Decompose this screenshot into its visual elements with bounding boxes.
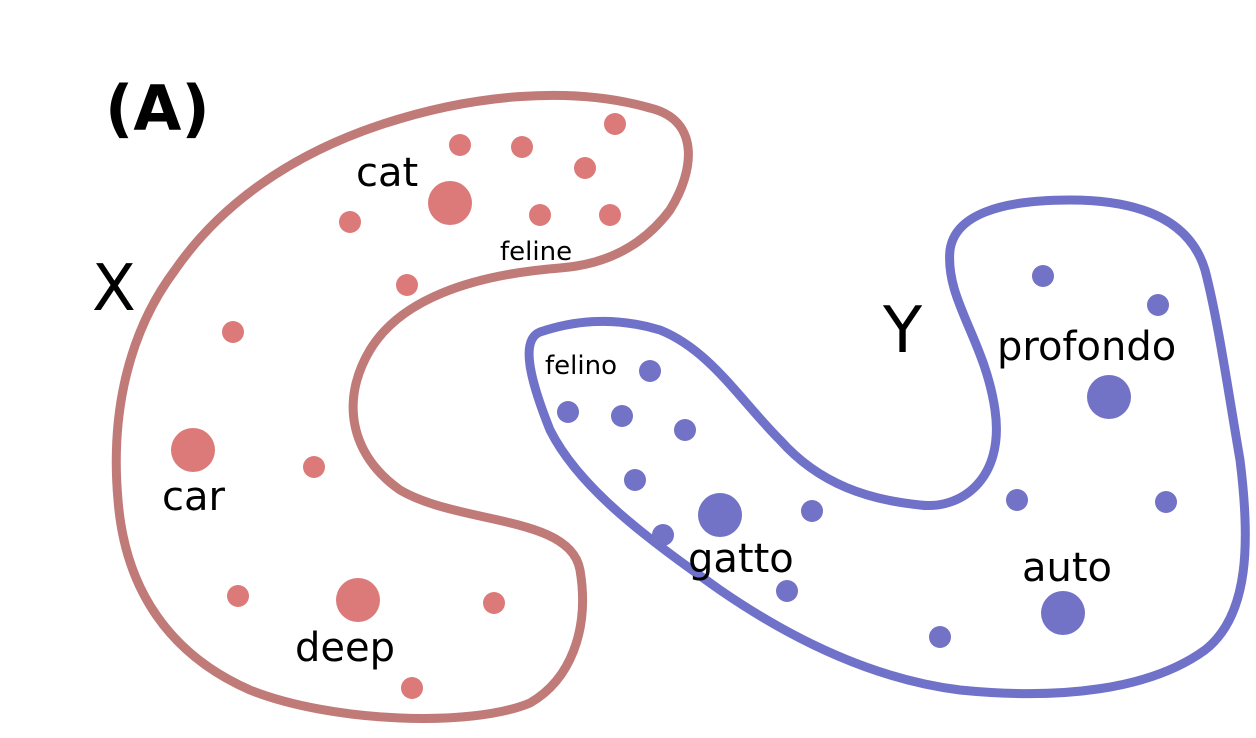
point-felino — [639, 360, 661, 382]
word-label-auto: auto — [1022, 545, 1112, 591]
word-label-feline: feline — [500, 237, 572, 267]
point — [674, 419, 696, 441]
point — [1147, 294, 1169, 316]
point — [801, 500, 823, 522]
word-label-deep: deep — [295, 625, 395, 671]
space-y-points — [557, 265, 1177, 648]
point-gatto — [698, 493, 742, 537]
point — [624, 469, 646, 491]
point — [1155, 491, 1177, 513]
point — [483, 592, 505, 614]
point — [449, 134, 471, 156]
point — [339, 211, 361, 233]
word-label-gatto: gatto — [688, 536, 794, 582]
space-x-points — [171, 113, 626, 699]
point-deep — [336, 578, 380, 622]
point — [776, 580, 798, 602]
point — [1032, 265, 1054, 287]
point-auto — [1041, 591, 1085, 635]
point — [529, 204, 551, 226]
space-y-label: Y — [882, 294, 923, 368]
space-x-label: X — [92, 252, 136, 326]
panel-label: (A) — [105, 72, 210, 145]
point — [222, 321, 244, 343]
point-car — [171, 428, 215, 472]
point — [604, 113, 626, 135]
point — [652, 524, 674, 546]
point-feline — [599, 204, 621, 226]
point-profondo — [1087, 375, 1131, 419]
point — [611, 405, 633, 427]
point — [574, 157, 596, 179]
point — [396, 274, 418, 296]
space-y-outline — [524, 195, 1250, 699]
point — [303, 456, 325, 478]
point — [227, 585, 249, 607]
word-label-profondo: profondo — [997, 324, 1176, 370]
point — [1006, 489, 1028, 511]
point — [511, 136, 533, 158]
word-label-car: car — [162, 474, 226, 520]
point — [401, 677, 423, 699]
space-x-outline — [111, 90, 693, 723]
point — [929, 626, 951, 648]
word-label-felino: felino — [545, 351, 617, 381]
point-cat — [428, 181, 472, 225]
point — [557, 401, 579, 423]
word-label-cat: cat — [356, 150, 418, 196]
